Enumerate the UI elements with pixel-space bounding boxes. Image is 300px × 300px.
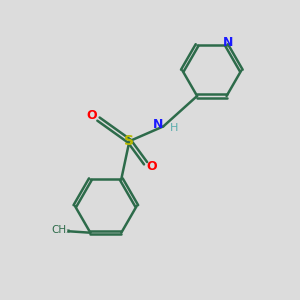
- Text: S: S: [124, 134, 134, 148]
- Text: N: N: [223, 36, 233, 49]
- Text: O: O: [87, 109, 97, 122]
- Text: O: O: [147, 160, 158, 173]
- Text: CH₃: CH₃: [51, 225, 70, 235]
- Text: N: N: [153, 118, 163, 130]
- Text: H: H: [170, 123, 178, 133]
